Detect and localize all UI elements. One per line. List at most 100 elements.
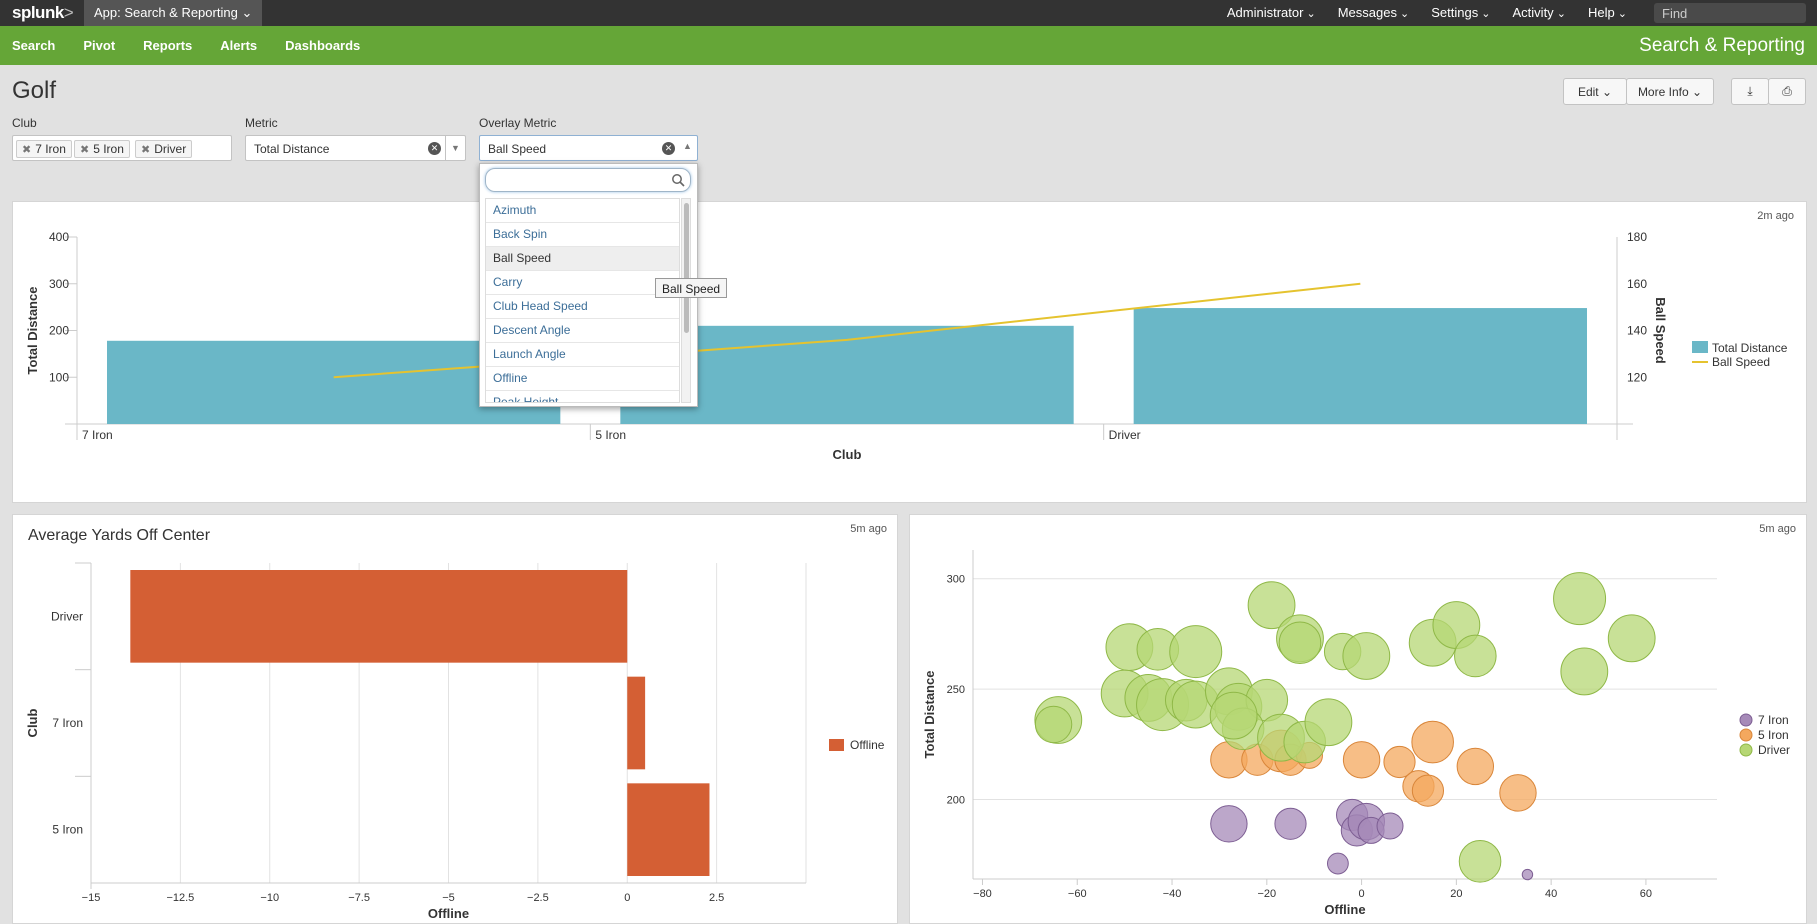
export-button[interactable]: ⤓ (1731, 78, 1769, 105)
legend-swatch-total-distance (1692, 341, 1708, 353)
remove-icon[interactable]: ✖ (80, 144, 90, 156)
chevron-down-icon: ⌄ (1691, 84, 1703, 99)
option-back-spin[interactable]: Back Spin (486, 223, 679, 247)
nav-help[interactable]: Help (1588, 5, 1627, 20)
appnav-search[interactable]: Search (12, 38, 56, 53)
y-tick-label: 200 (49, 324, 69, 338)
club-token-7-iron[interactable]: ✖ 7 Iron (16, 140, 72, 158)
nav-messages[interactable]: Messages (1338, 5, 1410, 20)
bubble-driver (1304, 698, 1353, 747)
app-menu[interactable]: App: Search & Reporting ⌄ (84, 0, 263, 26)
remove-icon[interactable]: ✖ (141, 144, 151, 156)
bubble-driver (1247, 581, 1296, 630)
y-tick-label: 5 Iron (52, 823, 83, 837)
y-tick-label: Driver (51, 609, 83, 623)
option-club-head-speed[interactable]: Club Head Speed (486, 295, 679, 319)
option-descent-angle[interactable]: Descent Angle (486, 319, 679, 343)
x-tick-label: 40 (1545, 888, 1557, 900)
option-offline[interactable]: Offline (486, 367, 679, 391)
chevron-down-icon: ⌄ (1601, 84, 1613, 99)
option-tooltip: Ball Speed (655, 278, 728, 298)
bar-offline (627, 676, 646, 770)
y-axis-title: Total Distance (25, 287, 40, 375)
bubble-chart: 200 250 300 −80 −60 −40 −20 0 20 40 60 Offline Total… (922, 550, 1790, 917)
x-tick-label: 60 (1640, 888, 1652, 900)
bubble-driver (1454, 634, 1497, 678)
overlay-value: Ball Speed (488, 142, 547, 156)
option-carry[interactable]: Carry (486, 271, 679, 295)
panel-timestamp[interactable]: 2m ago (1757, 210, 1794, 222)
search-icon (672, 174, 685, 187)
panel-timestamp[interactable]: 5m ago (1759, 523, 1796, 535)
bubble-driver (1034, 705, 1073, 744)
x-tick-label: Driver (1109, 428, 1141, 442)
y-tick-label: 400 (49, 230, 69, 244)
club-token-5-iron[interactable]: ✖ 5 Iron (74, 140, 130, 158)
find-input[interactable]: Find (1654, 3, 1806, 23)
bubble-driver (1607, 614, 1656, 663)
offline-bar-chart: −15 −12.5 −10 −7.5 −5 −2.5 0 2.5 Driver 7 Iron 5 I… (25, 562, 885, 921)
option-peak-height[interactable]: Peak Height (486, 391, 679, 402)
nav-activity[interactable]: Activity (1513, 5, 1566, 20)
appnav-reports[interactable]: Reports (143, 38, 193, 53)
y-tick-label: 300 (947, 574, 965, 586)
option-launch-angle[interactable]: Launch Angle (486, 343, 679, 367)
legend-swatch-7-iron (1739, 713, 1753, 727)
bar-offline (627, 783, 710, 876)
remove-icon[interactable]: ✖ (22, 144, 32, 156)
appnav-pivot[interactable]: Pivot (83, 38, 116, 53)
app-nav: Search Pivot Reports Alerts Dashboards S… (0, 26, 1817, 65)
option-azimuth[interactable]: Azimuth (486, 199, 679, 223)
legend-swatch-5-iron (1739, 728, 1753, 742)
caret-down-icon[interactable]: ▼ (445, 136, 465, 160)
x-tick-label: 2.5 (709, 892, 724, 904)
appnav-dashboards[interactable]: Dashboards (285, 38, 361, 53)
x-tick-label: −40 (1163, 888, 1182, 900)
scrollbar-thumb[interactable] (684, 203, 689, 333)
y2-tick-label: 140 (1627, 324, 1647, 338)
club-label: Club (12, 116, 37, 130)
panel-title: Average Yards Off Center (28, 527, 211, 544)
legend-swatch-driver (1739, 743, 1753, 757)
option-ball-speed[interactable]: Ball Speed (486, 247, 679, 271)
bubble-5-iron (1499, 774, 1537, 812)
bubble-driver (1209, 691, 1258, 740)
print-button[interactable]: ⎙ (1768, 78, 1806, 105)
caret-up-icon[interactable]: ▲ (683, 141, 692, 151)
overlay-label: Overlay Metric (479, 116, 557, 130)
nav-settings[interactable]: Settings (1431, 5, 1490, 20)
edit-button[interactable]: Edit ⌄ (1563, 78, 1627, 105)
bubble-driver (1458, 840, 1502, 883)
y2-axis-title: Ball Speed (1653, 297, 1668, 364)
bubble-driver (1169, 625, 1223, 679)
bubble-5-iron (1456, 747, 1495, 786)
bubble-5-iron (1383, 745, 1416, 779)
club-multiselect[interactable]: ✖ 7 Iron ✖ 5 Iron ✖ Driver (12, 135, 232, 161)
nav-administrator[interactable]: Administrator (1227, 5, 1316, 20)
panel-timestamp[interactable]: 5m ago (850, 523, 887, 535)
bubble-driver (1560, 647, 1609, 696)
x-tick-label: −10 (260, 892, 279, 904)
distance-speed-chart: 100 200 300 400 120 140 160 180 7 Iron 5 Iron Driv… (25, 230, 1788, 462)
legend-swatch-offline (829, 739, 844, 751)
download-icon: ⤓ (1747, 84, 1753, 98)
metric-dropdown[interactable]: Total Distance ✕ ▼ (245, 135, 466, 161)
top-nav: Administrator Messages Settings Activity… (1227, 5, 1627, 20)
bubble-7-iron (1376, 812, 1404, 840)
clear-icon[interactable]: ✕ (428, 142, 441, 155)
dropdown-search-input[interactable] (485, 168, 691, 192)
x-tick-label: 7 Iron (82, 428, 113, 442)
more-info-button[interactable]: More Info ⌄ (1626, 78, 1714, 105)
y-tick-label: 300 (49, 277, 69, 291)
club-token-driver[interactable]: ✖ Driver (135, 140, 193, 158)
bubble-driver (1278, 621, 1322, 665)
legend-label-5-iron: 5 Iron (1758, 728, 1789, 742)
appnav-alerts[interactable]: Alerts (220, 38, 258, 53)
x-tick-label: 0 (624, 892, 630, 904)
clear-icon[interactable]: ✕ (662, 142, 675, 155)
overlay-dropdown[interactable]: Ball Speed ✕ ▲ (479, 135, 698, 161)
splunk-logo[interactable]: splunk> (12, 3, 74, 22)
y-axis-title: Club (25, 709, 40, 738)
dropdown-scrollbar[interactable] (681, 198, 691, 403)
legend-label-offline: Offline (850, 738, 885, 752)
